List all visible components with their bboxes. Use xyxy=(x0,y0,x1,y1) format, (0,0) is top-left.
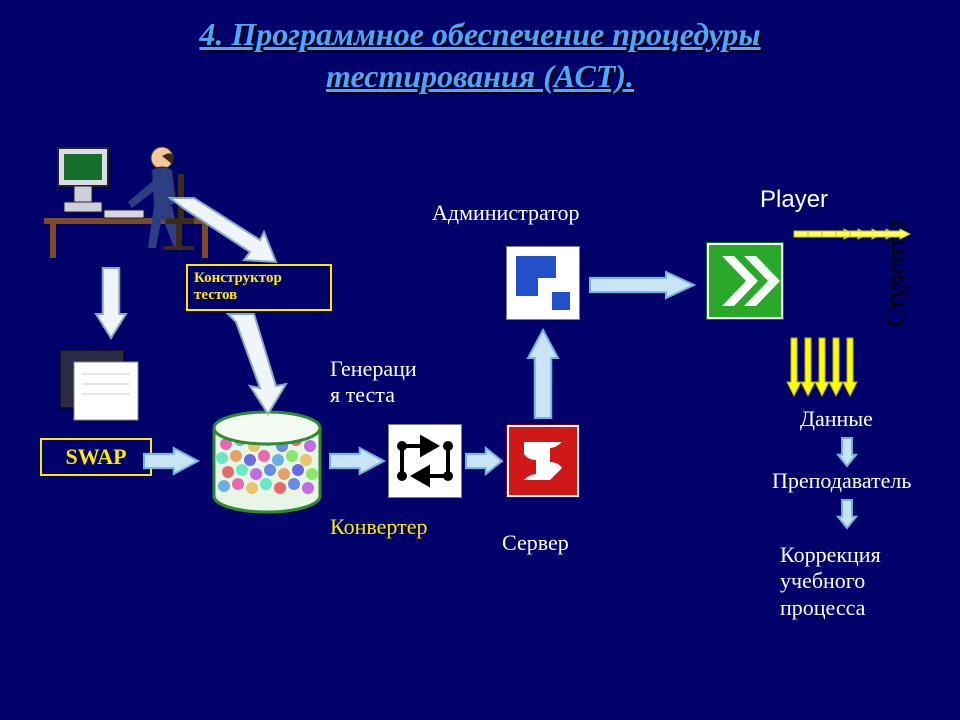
label-server: Сервер xyxy=(502,530,569,556)
label-teacher: Преподаватель xyxy=(772,468,911,494)
diagram-stage: 4. Программное обеспечение процедуры тес… xyxy=(0,0,960,720)
server-icon xyxy=(506,424,580,498)
student-arrow xyxy=(794,229,854,239)
student-arrow xyxy=(801,338,815,396)
label-player: Player xyxy=(760,186,828,215)
label-admin: Администратор xyxy=(432,200,580,226)
arrow-constr-to-db xyxy=(228,314,286,414)
label-data: Данные xyxy=(800,406,873,432)
student-arrow xyxy=(829,338,843,396)
arrow-data-to-teacher xyxy=(838,438,856,466)
arrow-db-to-conv xyxy=(330,448,384,474)
arrow-teacher-to-corr xyxy=(838,500,856,528)
constructor-box: Конструктор тестов xyxy=(186,264,332,311)
arrow-swap-to-db xyxy=(144,448,198,474)
administrator-icon xyxy=(506,246,580,320)
student-arrow xyxy=(822,229,882,239)
arrow-conv-to-server xyxy=(466,448,502,474)
swap-box: SWAP xyxy=(40,438,152,476)
student-arrow xyxy=(843,338,857,396)
slide-title: 4. Программное обеспечение процедуры тес… xyxy=(100,14,860,97)
label-corr: Коррекция учебного процесса xyxy=(780,542,950,621)
database-icon xyxy=(208,410,326,514)
user-illustration xyxy=(44,130,214,260)
arrow-admin-to-player xyxy=(590,272,694,298)
player-icon xyxy=(706,242,784,320)
student-arrow xyxy=(815,338,829,396)
converter-icon xyxy=(388,424,462,498)
label-converter: Конвертер xyxy=(330,514,427,540)
label-gen: Генераци я теста xyxy=(330,356,417,409)
arrow-server-to-admin xyxy=(528,330,558,418)
arrow-user-to-docs xyxy=(96,268,126,338)
student-arrow xyxy=(808,229,868,239)
docs-icon xyxy=(60,350,146,424)
student-arrow xyxy=(787,338,801,396)
label-students: Студенты xyxy=(880,220,911,327)
